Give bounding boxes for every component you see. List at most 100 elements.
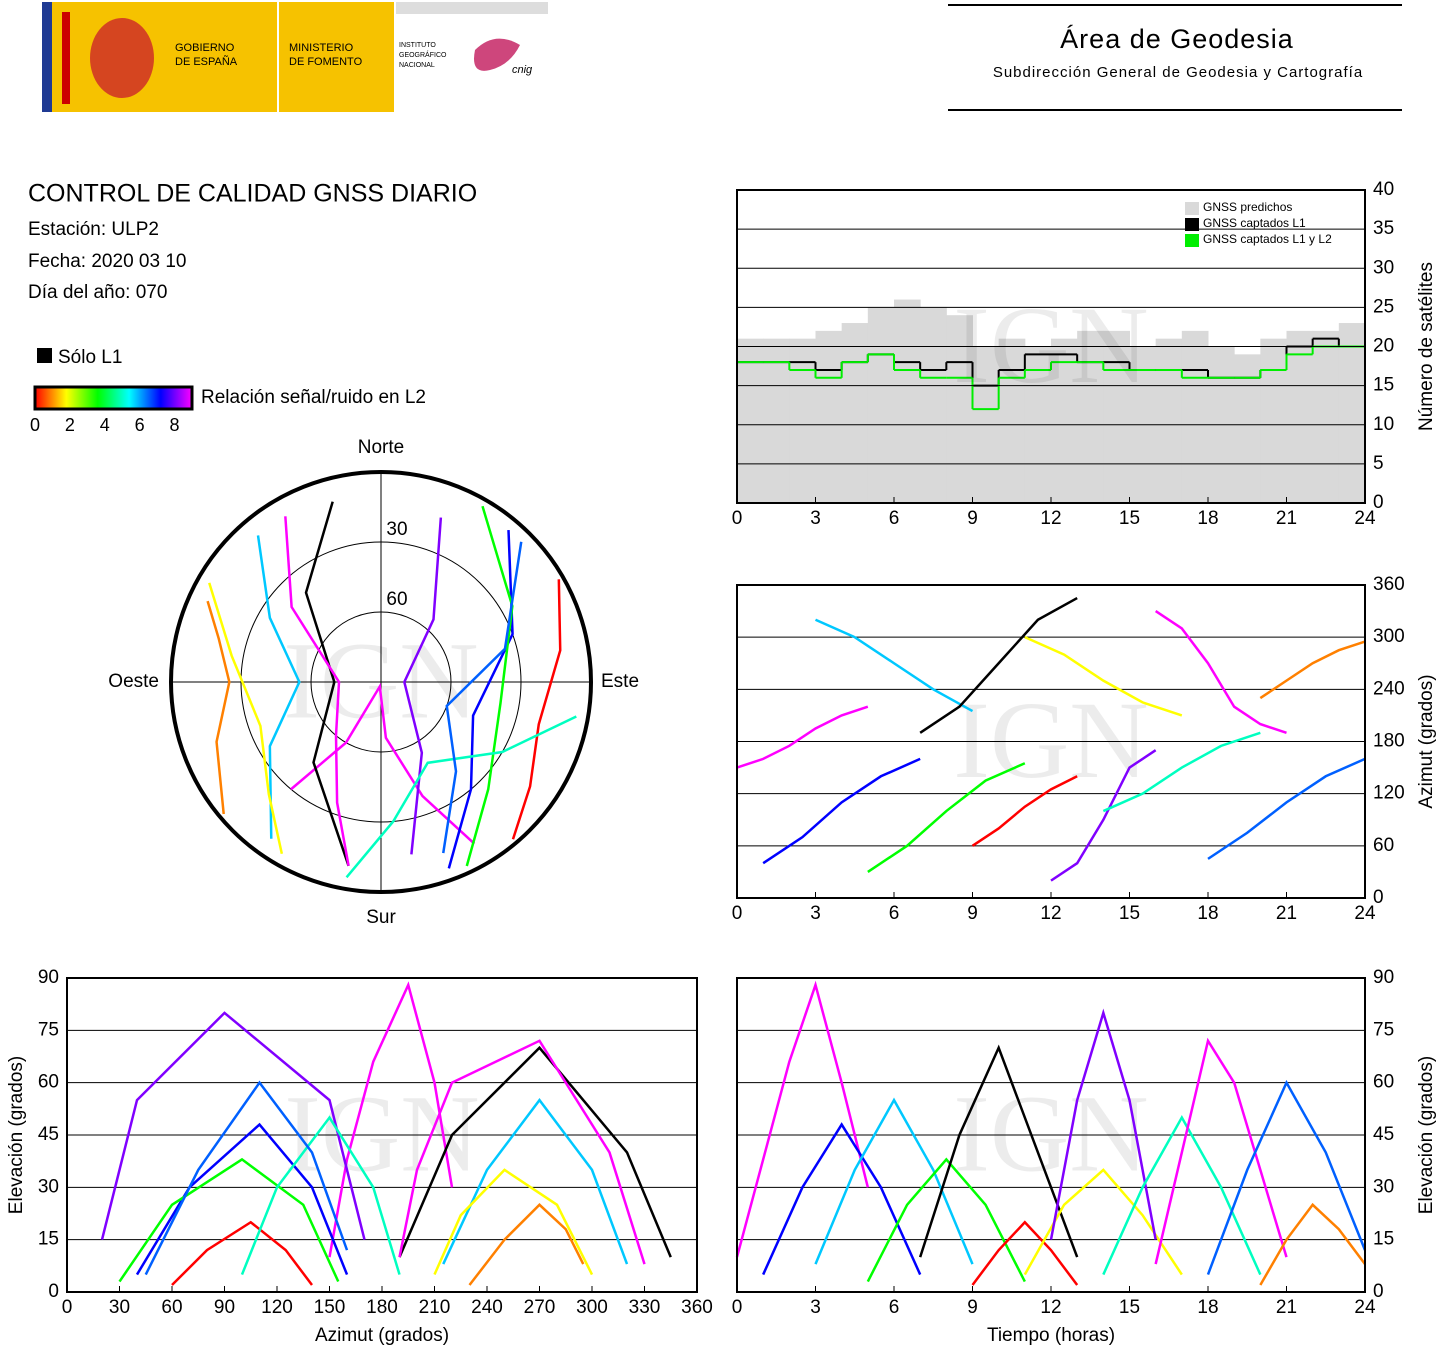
x-tick-label: 270 <box>524 1297 556 1318</box>
track <box>971 775 1078 847</box>
sky-track <box>345 715 577 879</box>
logo-text: DE FOMENTO <box>289 56 363 68</box>
x-tick-label: 6 <box>889 1297 900 1318</box>
x-tick-label: 15 <box>1119 903 1140 924</box>
y-tick-label: 35 <box>1373 218 1394 239</box>
x-tick-label: 15 <box>1119 1297 1140 1318</box>
logo-text: NACIONAL <box>399 62 435 69</box>
y-tick-label: 75 <box>1373 1019 1394 1040</box>
sky-west: Oeste <box>108 671 159 692</box>
x-tick-label: 60 <box>161 1297 182 1318</box>
logo-text: INSTITUTO <box>399 42 436 49</box>
plot-frame <box>736 584 1366 899</box>
logo-text: GOBIERNO <box>175 42 235 54</box>
area-step <box>1338 323 1366 503</box>
y-tick-label: 15 <box>38 1229 59 1250</box>
track <box>442 1098 629 1265</box>
sky-south: Sur <box>366 907 396 928</box>
track <box>1102 1115 1262 1276</box>
x-tick-label: 6 <box>889 903 900 924</box>
x-tick-label: 6 <box>889 508 900 529</box>
x-tick-label: 12 <box>1040 508 1061 529</box>
legend-label: GNSS captados L1 y L2 <box>1203 232 1332 246</box>
x-tick-label: 18 <box>1197 903 1218 924</box>
area-step <box>920 307 947 503</box>
x-tick-label: 9 <box>967 1297 978 1318</box>
coat-of-arms <box>90 18 154 98</box>
sky-track <box>206 600 231 815</box>
area-step <box>998 338 1026 503</box>
y-tick-label: 30 <box>1373 1176 1394 1197</box>
colorbar-tick: 4 <box>100 415 110 435</box>
x-tick-label: 330 <box>629 1297 661 1318</box>
x-tick-label: 0 <box>732 903 743 924</box>
track <box>866 1157 1026 1283</box>
plot-frame <box>736 189 1366 504</box>
track <box>240 1115 401 1276</box>
l1-only-swatch <box>37 348 52 363</box>
x-tick-label: 150 <box>314 1297 346 1318</box>
x-tick-label: 360 <box>681 1297 713 1318</box>
colorbar-label: Relación señal/ruido en L2 <box>201 387 426 408</box>
track <box>118 1157 340 1283</box>
logo-bar <box>396 2 548 14</box>
colorbar-tick: 2 <box>65 415 75 435</box>
x-tick-label: 0 <box>62 1297 73 1318</box>
track <box>1102 731 1261 813</box>
track <box>144 1080 349 1276</box>
x-tick-label: 12 <box>1040 1297 1061 1318</box>
y-tick-label: 0 <box>48 1281 59 1302</box>
flag-red <box>62 12 70 104</box>
area-step <box>1234 354 1261 503</box>
x-axis-label: Azimut (grados) <box>315 1325 449 1346</box>
x-tick-label: 24 <box>1354 903 1376 924</box>
legend-swatch <box>1185 202 1199 215</box>
track <box>762 757 921 865</box>
x-tick-label: 30 <box>109 1297 130 1318</box>
track <box>1050 749 1157 882</box>
area-step <box>1051 338 1078 503</box>
y-tick-label: 240 <box>1373 678 1405 699</box>
area-step <box>763 338 790 503</box>
sky-east: Este <box>601 671 639 692</box>
area-step <box>1103 330 1130 503</box>
y-tick-label: 90 <box>38 967 59 988</box>
x-tick-label: 3 <box>810 1297 821 1318</box>
y-tick-label: 25 <box>1373 296 1394 317</box>
date: Fecha: 2020 03 10 <box>28 251 186 272</box>
y-tick-label: 45 <box>38 1124 59 1145</box>
plot-frame <box>736 977 1366 1293</box>
colorbar <box>33 385 194 411</box>
sky-track <box>465 505 514 867</box>
track <box>171 1220 313 1286</box>
legend-swatch <box>1185 234 1199 247</box>
x-tick-label: 300 <box>576 1297 608 1318</box>
area-step <box>1286 330 1314 503</box>
track <box>135 1122 349 1276</box>
track <box>814 1097 974 1265</box>
track <box>1024 636 1183 717</box>
area-step <box>1181 330 1209 503</box>
l1-only-label: Sólo L1 <box>58 347 122 368</box>
area-step <box>841 323 869 503</box>
y-tick-label: 360 <box>1373 574 1405 595</box>
sky-north: Norte <box>358 437 404 458</box>
x-tick-label: 12 <box>1040 903 1061 924</box>
sky-track <box>403 517 443 855</box>
y-tick-label: 45 <box>1373 1124 1394 1145</box>
sky-track <box>284 516 350 867</box>
track <box>1259 1202 1367 1286</box>
area-step <box>1155 338 1183 503</box>
y-axis-label: Elevación (grados) <box>1416 1056 1437 1214</box>
area-subtitle: Subdirección General de Geodesia y Carto… <box>993 64 1363 81</box>
track <box>736 705 869 769</box>
area-step <box>1077 330 1104 503</box>
y-tick-label: 30 <box>1373 257 1394 278</box>
area-title: Área de Geodesia <box>1060 24 1294 54</box>
plot-frame <box>66 977 698 1293</box>
watermark: IGN <box>953 284 1149 406</box>
area-step <box>894 299 921 503</box>
track <box>433 1168 594 1276</box>
sky-track <box>256 535 301 839</box>
